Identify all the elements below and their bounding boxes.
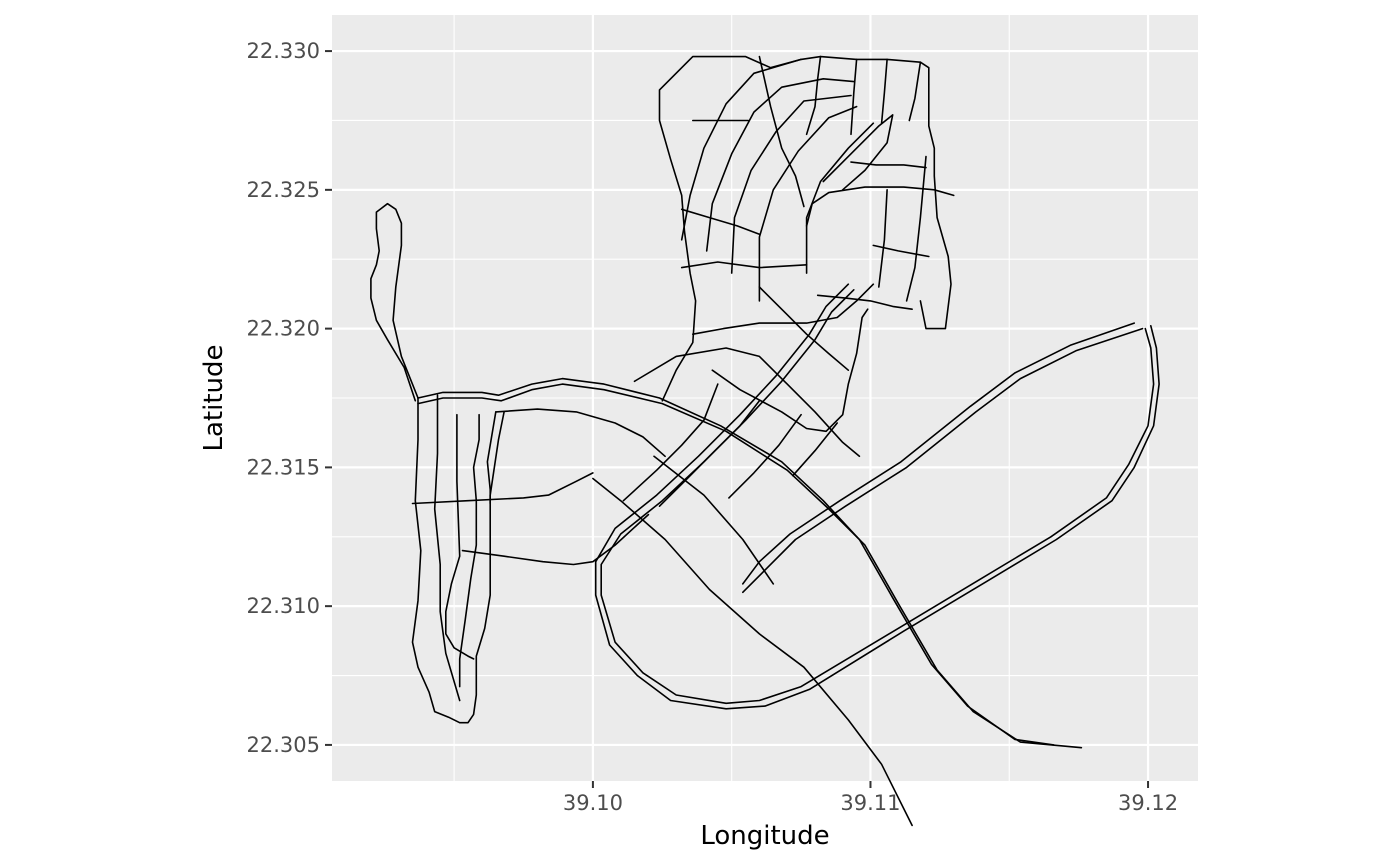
x-tick-label: 39.12	[1118, 791, 1178, 815]
road-north-grid-ns-4	[880, 58, 888, 124]
road-north-district-west-edge	[658, 55, 930, 402]
road-inner-loop-arc	[486, 411, 497, 505]
road-north-inner-loop	[805, 186, 955, 227]
road-southeast-diagonal-a	[592, 477, 913, 827]
road-cross-road-3	[461, 513, 650, 566]
road-north-ring-1	[680, 58, 802, 241]
road-north-grid-ew-7	[872, 244, 930, 258]
road-north-ring-3	[730, 94, 852, 274]
road-main-east-west-lower	[417, 383, 1083, 749]
road-north-grid-ns-3	[850, 58, 858, 136]
road-railway-diagonal-b	[741, 327, 1144, 594]
road-west-peninsula-outline	[370, 202, 419, 402]
road-south-cross-4	[791, 422, 839, 477]
road-north-grid-ew-5	[850, 161, 927, 169]
road-west-inner-ring-c	[458, 413, 480, 688]
road-cross-road-2	[494, 408, 666, 458]
y-tick-label: 22.310	[247, 594, 320, 618]
road-north-ring-inner-bend	[758, 286, 850, 372]
road-south-cross-2	[658, 399, 761, 508]
x-tick-label: 39.10	[563, 791, 623, 815]
road-east-loop-a	[600, 288, 1155, 705]
road-south-cross-3	[728, 413, 802, 499]
road-cross-road-1	[411, 472, 594, 505]
road-north-grid-ew-4	[816, 294, 913, 311]
y-tick-label: 22.315	[247, 455, 320, 479]
road-north-grid-ns-1	[758, 55, 805, 208]
road-north-grid-ew-2	[680, 261, 808, 269]
y-tick-label: 22.330	[247, 39, 320, 63]
road-network	[370, 55, 1160, 827]
road-north-grid-ns-6	[905, 155, 927, 302]
road-north-ring-5	[805, 122, 875, 274]
road-north-core-ring	[822, 114, 894, 191]
road-north-ring-2	[705, 78, 855, 252]
road-south-cross-1	[622, 383, 719, 502]
road-north-grid-ns-2	[805, 55, 822, 136]
axes: 39.10 39.11 39.12 22.305 22.310 22.315 22.320 2…	[247, 39, 1179, 815]
y-tick-label: 22.320	[247, 317, 320, 341]
road-north-grid-ew-1	[680, 208, 761, 236]
y-tick-label: 22.305	[247, 733, 320, 757]
road-southeast-diagonal-b	[653, 455, 775, 585]
road-railway-diagonal-a	[741, 322, 1135, 585]
road-north-grid-ew-3	[691, 283, 875, 336]
road-north-spine-2	[711, 308, 869, 433]
road-west-inner-ring-b	[444, 413, 475, 660]
y-axis-title: Latitude	[199, 344, 229, 451]
road-west-inner-ring-a	[433, 394, 461, 702]
road-north-grid-ns-5	[908, 61, 922, 122]
road-north-ring-4	[758, 105, 858, 302]
road-west-peninsula-south-outer	[411, 397, 505, 724]
x-tick-label: 39.11	[840, 791, 900, 815]
x-axis-title: Longitude	[700, 821, 829, 851]
road-north-spine-1	[633, 347, 861, 458]
y-tick-label: 22.325	[247, 178, 320, 202]
road-east-loop-b	[594, 283, 1160, 710]
road-north-district-east-edge	[919, 83, 952, 330]
road-north-grid-ns-7	[877, 189, 888, 288]
grid-lines	[332, 15, 1198, 781]
